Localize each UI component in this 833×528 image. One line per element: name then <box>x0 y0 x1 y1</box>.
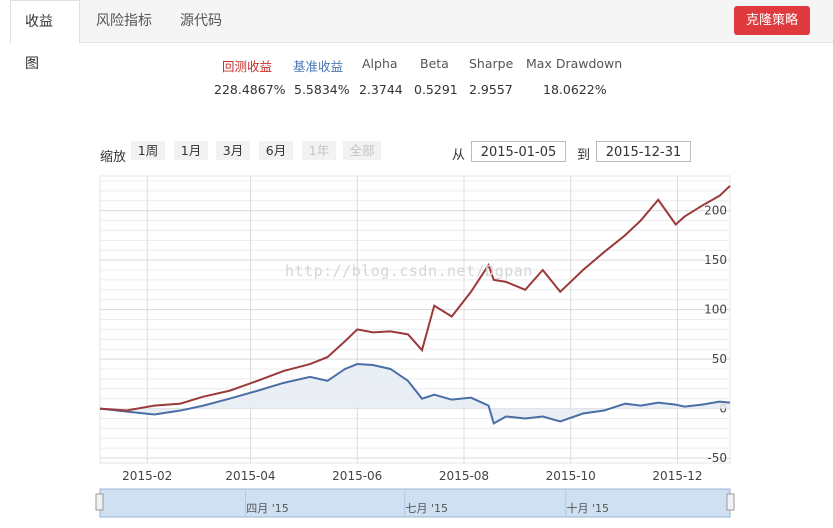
y-tick-label: 150 <box>704 253 727 267</box>
navigator-label: 十月 '15 <box>566 501 609 515</box>
navigator-label: 七月 '15 <box>405 502 448 515</box>
range-to-input[interactable]: 2015-12-31 <box>596 141 691 162</box>
y-tick-label: 200 <box>704 204 727 218</box>
metric-label-sharpe: Sharpe <box>469 56 514 71</box>
metric-value-benchmark-return: 5.5834% <box>294 82 350 97</box>
metric-value-alpha: 2.3744 <box>359 82 403 97</box>
x-tick-label: 2015-06 <box>332 469 382 483</box>
x-tick-label: 2015-10 <box>546 469 596 483</box>
navigator-label: 四月 '15 <box>246 502 289 515</box>
y-tick-label: 100 <box>704 303 727 317</box>
watermark-text: http://blog.csdn.net/Dgpan <box>285 262 533 280</box>
zoom-3m-button[interactable]: 3月 <box>216 141 250 160</box>
x-tick-label: 2015-02 <box>122 469 172 483</box>
range-to-label: 到 <box>577 148 591 163</box>
tab-risk-metrics[interactable]: 风险指标 <box>96 13 152 29</box>
range-from-input[interactable]: 2015-01-05 <box>471 141 566 162</box>
metric-value-backtest-return: 228.4867% <box>214 82 286 97</box>
navigator-handle-left[interactable] <box>95 493 104 511</box>
metric-label-beta: Beta <box>420 56 449 71</box>
tab-returns-chart[interactable]: 收益图 <box>10 0 80 72</box>
metric-label-benchmark-return: 基准收益 <box>293 59 344 74</box>
metric-label-backtest-return: 回测收益 <box>222 59 273 74</box>
benchmark-area <box>100 364 730 424</box>
x-tick-label: 2015-12 <box>652 469 702 483</box>
clone-strategy-button[interactable]: 克隆策略 <box>734 6 810 35</box>
zoom-1m-button[interactable]: 1月 <box>174 141 208 160</box>
top-tab-bar: 收益图 风险指标 源代码 克隆策略 <box>10 0 833 72</box>
metric-value-sharpe: 2.9557 <box>469 82 513 97</box>
benchmark-line <box>99 363 731 425</box>
zoom-label: 缩放 <box>100 150 127 165</box>
y-tick-label: -50 <box>707 451 727 465</box>
zoom-1w-button[interactable]: 1周 <box>131 141 165 160</box>
navigator-selection <box>99 488 731 518</box>
strategy-line <box>99 185 731 412</box>
range-from-label: 从 <box>452 148 466 163</box>
zoom-1y-button[interactable]: 1年 <box>302 141 336 160</box>
zoom-6m-button[interactable]: 6月 <box>259 141 293 160</box>
metric-label-max-drawdown: Max Drawdown <box>526 56 623 71</box>
navigator-handle-right[interactable] <box>726 493 735 511</box>
x-tick-label: 2015-08 <box>439 469 489 483</box>
zoom-all-button[interactable]: 全部 <box>343 141 381 160</box>
metric-label-alpha: Alpha <box>362 56 398 71</box>
metric-value-max-drawdown: 18.0622% <box>543 82 607 97</box>
metric-value-beta: 0.5291 <box>414 82 458 97</box>
y-tick-label: 50 <box>712 352 727 366</box>
tab-source-code[interactable]: 源代码 <box>180 13 222 29</box>
x-tick-label: 2015-04 <box>225 469 275 483</box>
